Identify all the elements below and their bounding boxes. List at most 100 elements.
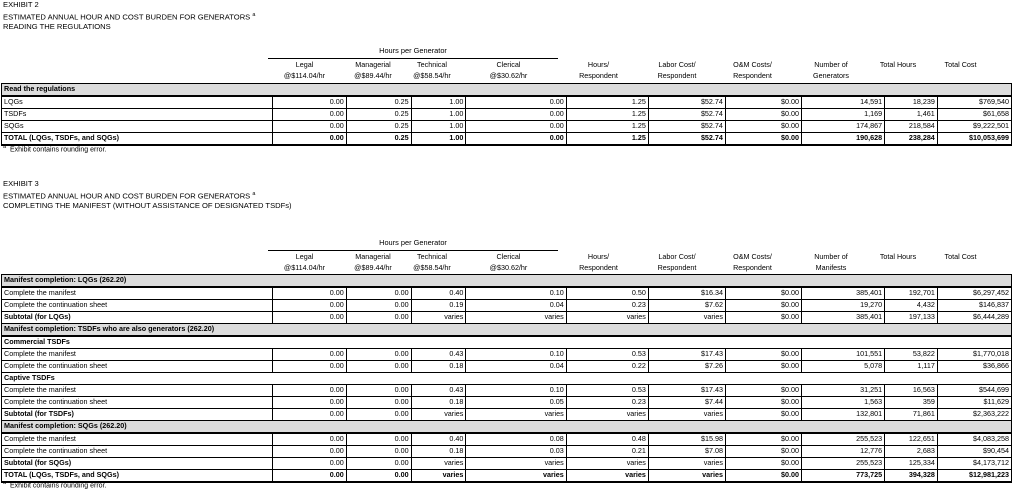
- cell-total-hours: 18,239: [884, 95, 938, 109]
- cell-labor-cost: $52.74: [647, 95, 726, 109]
- subtotal-row: Subtotal (for LQGs) 0.00 0.00 varies varies v…: [1, 311, 1013, 324]
- cell-managerial: 0.25: [345, 108, 412, 121]
- subtotal-row: Subtotal (for SQGs) 0.00 0.00 varies varies v…: [1, 457, 1013, 470]
- cell-labor-cost: $15.98: [647, 432, 726, 446]
- cell-legal: 0.00: [271, 348, 347, 361]
- col-header-total-cost: Total Cost: [924, 251, 997, 262]
- cell-total-hours: 197,133: [884, 311, 938, 324]
- cell-number: 101,551: [800, 348, 886, 361]
- exhibit2-footnote: a Exhibit contains rounding error.: [3, 144, 107, 154]
- cell-clerical: varies: [465, 408, 567, 421]
- cell-number: 19,270: [800, 299, 886, 312]
- cell-labor-cost: varies: [647, 311, 726, 324]
- cell-technical: varies: [410, 457, 467, 470]
- cell-total-cost: $4,173,712: [936, 457, 1013, 470]
- ex2-hours-group-label: Hours per Generator: [379, 46, 447, 55]
- subsection-commercial: Commercial TSDFs: [1, 335, 1012, 349]
- cell-hours-respondent: 1.25: [565, 132, 649, 146]
- row-label: Complete the continuation sheet: [1, 299, 273, 312]
- cell-total-hours: 359: [884, 396, 938, 409]
- col-header-line: @$30.62/hr: [489, 71, 528, 80]
- cell-clerical: 0.04: [465, 299, 567, 312]
- cell-number: 14,591: [800, 95, 886, 109]
- table-row: Complete the manifest 0.00 0.00 0.40 0.08 0.4…: [1, 432, 1013, 446]
- col-header-line: @$30.62/hr: [489, 263, 528, 272]
- cell-labor-cost: varies: [647, 469, 726, 483]
- cell-number: 132,801: [800, 408, 886, 421]
- cell-hours-respondent: varies: [565, 408, 649, 421]
- cell-labor-cost: $17.43: [647, 384, 726, 397]
- cell-labor-cost: $52.74: [647, 120, 726, 133]
- cell-number: 255,523: [800, 432, 886, 446]
- cell-managerial: 0.25: [345, 95, 412, 109]
- cell-clerical: 0.00: [465, 132, 567, 146]
- cell-legal: 0.00: [271, 132, 347, 146]
- row-label: LQGs: [1, 95, 273, 109]
- cell-om-cost: $0.00: [724, 299, 803, 312]
- cell-hours-respondent: varies: [565, 311, 649, 324]
- col-header-labor-cost: Labor Cost/Respondent: [639, 251, 715, 273]
- cell-om-cost: $0.00: [724, 457, 803, 470]
- col-header-line: Respondent: [733, 263, 772, 272]
- cell-legal: 0.00: [271, 469, 347, 483]
- cell-om-cost: $0.00: [724, 348, 803, 361]
- cell-hours-respondent: 0.21: [565, 445, 649, 458]
- cell-total-cost: $9,222,501: [936, 120, 1013, 133]
- col-header-line: Number of: [814, 60, 848, 69]
- col-header-total-cost: Total Cost: [924, 59, 997, 70]
- cell-total-cost: $61,658: [936, 108, 1013, 121]
- exhibit3-table: Manifest completion: LQGs (262.20) Comple…: [1, 274, 1013, 483]
- cell-legal: 0.00: [271, 360, 347, 373]
- col-header-line: @$89.44/hr: [354, 71, 392, 80]
- cell-technical: varies: [410, 469, 467, 483]
- col-header-line: @$58.54/hr: [413, 263, 451, 272]
- exhibit3-title: ESTIMATED ANNUAL HOUR AND COST BURDEN FO…: [3, 191, 256, 201]
- exhibit3-footnote: a Exhibit contains rounding error.: [3, 480, 107, 490]
- cell-om-cost: $0.00: [724, 445, 803, 458]
- table-row: Complete the manifest 0.00 0.00 0.43 0.10 0.5…: [1, 384, 1013, 397]
- cell-total-cost: $544,699: [936, 384, 1013, 397]
- col-header-number: Number of Generators: [790, 59, 872, 81]
- cell-total-hours: 238,284: [884, 132, 938, 146]
- cell-hours-respondent: 0.23: [565, 299, 649, 312]
- col-header-line: Generators: [813, 71, 849, 80]
- cell-hours-respondent: 0.53: [565, 348, 649, 361]
- col-header-line: Labor Cost/: [658, 252, 696, 261]
- section-lqgs-label: Manifest completion: LQGs (262.20): [1, 274, 1012, 288]
- cell-total-cost: $36,866: [936, 360, 1013, 373]
- cell-clerical: 0.03: [465, 445, 567, 458]
- cell-total-cost: $90,454: [936, 445, 1013, 458]
- cell-technical: 0.18: [410, 360, 467, 373]
- cell-labor-cost: $7.08: [647, 445, 726, 458]
- section-lqgs: Manifest completion: LQGs (262.20): [1, 274, 1012, 288]
- cell-managerial: 0.00: [345, 445, 412, 458]
- cell-hours-respondent: varies: [565, 469, 649, 483]
- cell-managerial: 0.00: [345, 432, 412, 446]
- row-label: Complete the manifest: [1, 384, 273, 397]
- cell-technical: 0.43: [410, 348, 467, 361]
- cell-technical: 1.00: [410, 120, 467, 133]
- table-row: Complete the manifest 0.00 0.00 0.40 0.10 0.5…: [1, 286, 1013, 300]
- cell-legal: 0.00: [271, 120, 347, 133]
- cell-technical: 0.18: [410, 445, 467, 458]
- cell-total-hours: 125,334: [884, 457, 938, 470]
- row-label: Subtotal (for LQGs): [1, 311, 273, 324]
- cell-number: 385,401: [800, 286, 886, 300]
- cell-number: 31,251: [800, 384, 886, 397]
- col-header-line: Respondent: [657, 263, 697, 272]
- cell-total-hours: 1,461: [884, 108, 938, 121]
- col-header-line: Labor Cost/: [658, 60, 696, 69]
- cell-number: 255,523: [800, 457, 886, 470]
- cell-clerical: 0.04: [465, 360, 567, 373]
- row-label: Complete the manifest: [1, 286, 273, 300]
- cell-legal: 0.00: [271, 408, 347, 421]
- section-read-regulations: Read the regulations: [1, 83, 1012, 97]
- cell-total-hours: 218,584: [884, 120, 938, 133]
- cell-total-hours: 71,861: [884, 408, 938, 421]
- col-header-line: Hours/: [587, 252, 610, 261]
- cell-hours-respondent: 1.25: [565, 95, 649, 109]
- col-header-line: O&M Costs/: [733, 252, 772, 261]
- total-row: TOTAL (LQGs, TSDFs, and SQGs) 0.00 0.25 1.0…: [1, 132, 1013, 146]
- exhibit3-heading: EXHIBIT 3 ESTIMATED ANNUAL HOUR AND COST…: [3, 179, 292, 213]
- cell-hours-respondent: varies: [565, 457, 649, 470]
